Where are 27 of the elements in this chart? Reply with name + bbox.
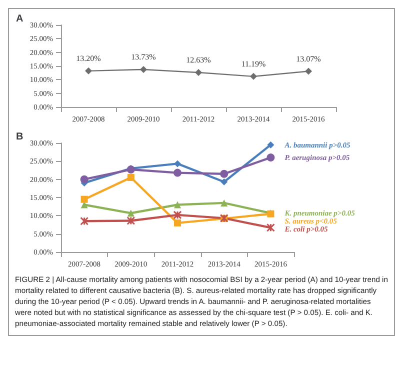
point xyxy=(85,67,92,74)
point xyxy=(80,175,88,184)
point xyxy=(80,196,88,203)
point xyxy=(267,141,274,148)
point xyxy=(127,174,134,182)
point xyxy=(250,72,257,80)
point xyxy=(195,68,202,76)
point xyxy=(174,168,182,177)
point xyxy=(174,201,181,208)
point xyxy=(173,210,182,220)
data-label: 13.20% xyxy=(76,54,102,63)
point xyxy=(140,66,147,73)
data-label: 11.19% xyxy=(241,59,266,68)
point xyxy=(174,160,181,168)
data-label: 13.07% xyxy=(296,54,322,64)
point xyxy=(127,210,134,217)
data-label: 13.73% xyxy=(131,52,156,62)
point xyxy=(305,68,312,75)
point xyxy=(220,178,228,186)
point xyxy=(174,219,181,226)
point xyxy=(220,170,228,178)
point xyxy=(266,154,275,162)
point xyxy=(220,199,228,206)
point xyxy=(126,216,136,226)
data-label: 12.63% xyxy=(186,55,212,64)
chart-title: A xyxy=(16,14,24,24)
chart-title: B xyxy=(16,132,24,142)
